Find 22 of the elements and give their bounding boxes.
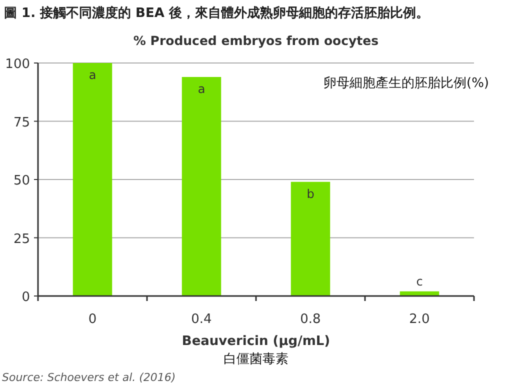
bar [72,63,112,296]
chart-subtitle: % Produced embryos from oocytes [133,33,379,48]
x-axis-title: Beauvericin (μg/mL) [182,334,330,349]
y-tick-label: 25 [13,232,30,247]
annotation: b [306,186,314,201]
x-tick-label: 2.0 [409,312,430,327]
bar [182,76,222,296]
y-tick-label: 100 [5,57,30,72]
x-tick-label: 0.8 [300,312,321,327]
source-note: Source: Schoevers et al. (2016) [2,371,176,384]
y-tick-label: 75 [13,115,30,130]
x-tick-label: 0.4 [191,312,212,327]
bar [290,182,330,296]
x-tick-label: 0 [88,312,97,327]
annotation: c [416,274,423,288]
y-tick-label: 0 [22,290,30,305]
annotation: a [88,68,96,82]
y-tick-label: 50 [13,174,30,188]
annotation: a [198,82,206,96]
text: 白僵菌毒素 [224,352,288,367]
annotation: 卵母細胞產生的胚胎比例(%) [324,76,489,91]
chart-title: 圖 1. 接觸不同濃度的 BEA 後，來自體外成熟卵母細胞的存活胚胎比例。 [4,5,429,21]
